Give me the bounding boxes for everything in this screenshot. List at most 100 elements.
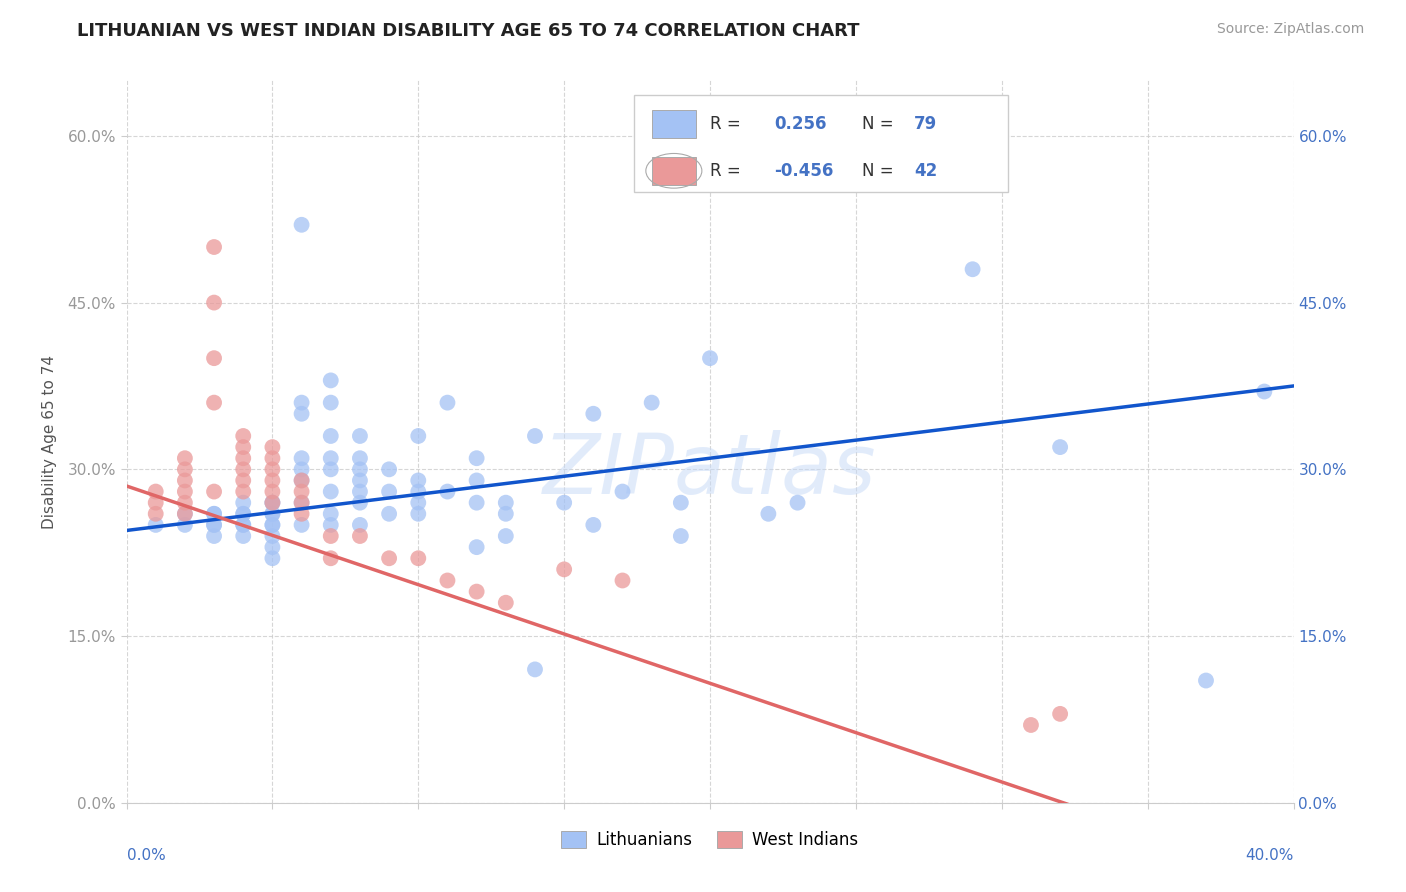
Point (232, 517, 254, 532)
Point (290, 496, 312, 510)
Point (145, 496, 167, 510)
Point (319, 451, 342, 466)
Point (232, 429, 254, 443)
Point (640, 395, 664, 409)
Point (262, 496, 284, 510)
Point (174, 484, 197, 499)
Point (378, 551, 401, 566)
Point (290, 507, 312, 521)
Point (436, 484, 458, 499)
Point (232, 496, 254, 510)
Point (262, 496, 284, 510)
Point (756, 507, 779, 521)
Point (582, 517, 605, 532)
Text: 40.0%: 40.0% (1246, 847, 1294, 863)
Point (290, 496, 312, 510)
Text: N =: N = (862, 161, 898, 180)
Y-axis label: Disability Age 65 to 74: Disability Age 65 to 74 (42, 354, 56, 529)
Point (202, 395, 225, 409)
Point (145, 507, 167, 521)
Point (465, 474, 488, 488)
Text: 0.0%: 0.0% (127, 847, 166, 863)
Point (349, 517, 371, 532)
Point (408, 507, 430, 521)
Point (465, 496, 488, 510)
Point (349, 484, 371, 499)
Point (262, 496, 284, 510)
Point (495, 496, 517, 510)
Point (495, 529, 517, 543)
Point (262, 517, 284, 532)
Point (408, 551, 430, 566)
Text: LITHUANIAN VS WEST INDIAN DISABILITY AGE 65 TO 74 CORRELATION CHART: LITHUANIAN VS WEST INDIAN DISABILITY AGE… (77, 22, 860, 40)
Point (962, 262, 984, 277)
Point (495, 507, 517, 521)
Point (612, 574, 634, 588)
Point (319, 529, 342, 543)
Point (202, 484, 225, 499)
Point (232, 451, 254, 466)
Point (349, 451, 371, 466)
Point (290, 407, 312, 421)
Point (436, 574, 458, 588)
Point (436, 395, 458, 409)
Point (202, 507, 225, 521)
Point (145, 517, 167, 532)
Point (349, 429, 371, 443)
Point (553, 496, 575, 510)
Point (524, 662, 547, 676)
Point (349, 474, 371, 488)
Point (290, 462, 312, 476)
Point (262, 451, 284, 466)
Point (1195, 673, 1218, 688)
Point (319, 484, 342, 499)
Point (202, 517, 225, 532)
Point (202, 507, 225, 521)
Point (319, 395, 342, 409)
Point (232, 507, 254, 521)
Point (232, 474, 254, 488)
Text: R =: R = (710, 161, 747, 180)
Point (262, 507, 284, 521)
Point (174, 507, 197, 521)
Point (232, 484, 254, 499)
Point (290, 451, 312, 466)
Text: Source: ZipAtlas.com: Source: ZipAtlas.com (1216, 22, 1364, 37)
Point (202, 517, 225, 532)
Point (319, 373, 342, 387)
FancyBboxPatch shape (652, 111, 696, 137)
Point (408, 474, 430, 488)
Text: -0.456: -0.456 (775, 161, 834, 180)
Text: 79: 79 (914, 115, 938, 133)
Point (319, 429, 342, 443)
Point (408, 484, 430, 499)
Point (232, 440, 254, 454)
Point (262, 507, 284, 521)
Point (408, 496, 430, 510)
Point (786, 496, 808, 510)
Point (232, 529, 254, 543)
Point (290, 517, 312, 532)
Point (669, 496, 692, 510)
Point (174, 517, 197, 532)
Point (262, 440, 284, 454)
Point (262, 462, 284, 476)
Point (232, 507, 254, 521)
Point (290, 474, 312, 488)
Point (349, 529, 371, 543)
Point (1049, 440, 1071, 454)
Circle shape (645, 153, 702, 188)
Point (319, 517, 342, 532)
Point (1019, 718, 1042, 732)
Point (319, 551, 342, 566)
Point (378, 484, 401, 499)
Point (582, 407, 605, 421)
Point (262, 484, 284, 499)
Text: R =: R = (710, 115, 747, 133)
Point (699, 351, 721, 366)
Point (408, 429, 430, 443)
Point (378, 507, 401, 521)
Point (669, 529, 692, 543)
Point (465, 540, 488, 554)
Text: 0.256: 0.256 (775, 115, 827, 133)
